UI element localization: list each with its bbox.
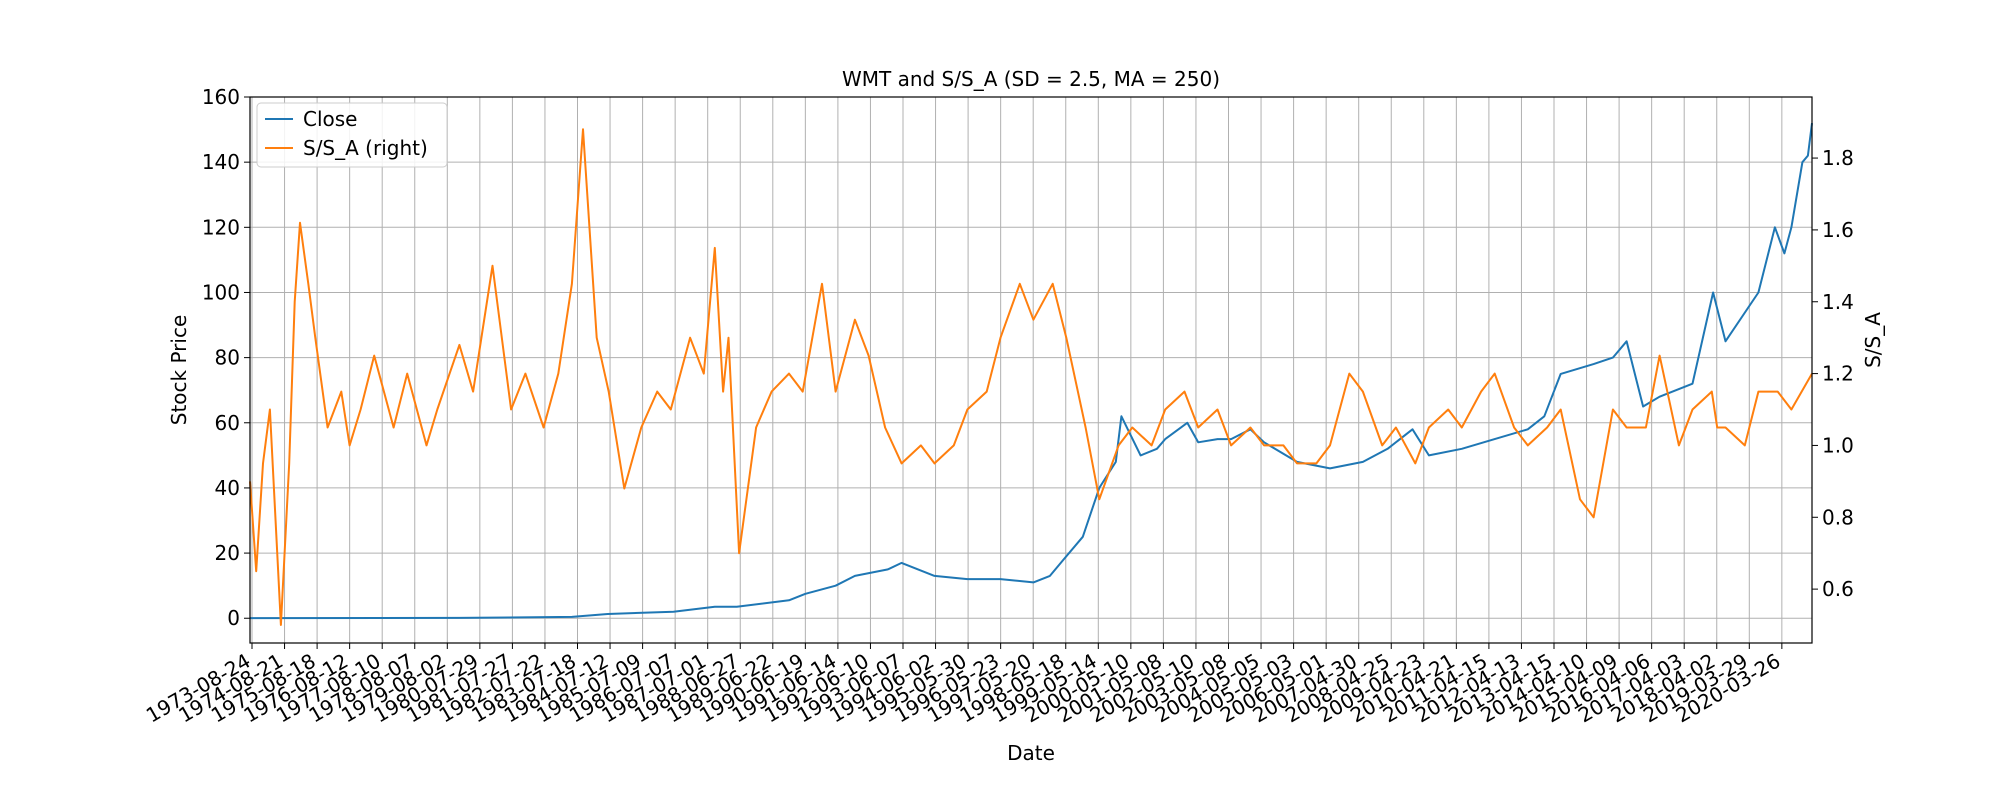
series-layer: [249, 122, 1813, 626]
y2-tick-label: 1.4: [1822, 290, 1854, 314]
y2-tick-label: 1.2: [1822, 362, 1854, 386]
y-axis-right: 0.6 0.8 1.0 1.2 1.4 1.6 1.8: [1812, 146, 1854, 601]
y-tick-label: 20: [215, 541, 240, 565]
y-axis-label: Stock Price: [167, 315, 191, 426]
x-axis: 1973-08-241974-08-211975-08-181976-08-12…: [142, 643, 1784, 727]
legend: Close S/S_A (right): [256, 102, 448, 168]
y-tick-label: 120: [202, 215, 240, 239]
legend-label-ssa: S/S_A (right): [303, 136, 428, 160]
series-line-close: [249, 122, 1813, 620]
y-tick-label: 0: [227, 606, 240, 630]
y-tick-label: 160: [202, 85, 240, 109]
y-tick-label: 140: [202, 150, 240, 174]
y2-tick-label: 0.6: [1822, 577, 1854, 601]
plot-frame: [249, 96, 1813, 644]
y-tick-label: 60: [215, 411, 240, 435]
y-axis-left: 0 20 40 60 80 100 120 140 160: [202, 85, 250, 630]
chart-title: WMT and S/S_A (SD = 2.5, MA = 250): [842, 67, 1220, 91]
y-tick-label: 40: [215, 476, 240, 500]
series-line-ssa: [249, 128, 1813, 626]
y2-tick-label: 0.8: [1822, 505, 1854, 529]
y-tick-label: 100: [202, 280, 240, 304]
x-axis-label: Date: [1007, 741, 1055, 765]
legend-box: [256, 102, 448, 168]
legend-label-close: Close: [303, 107, 357, 131]
y-tick-label: 80: [215, 346, 240, 370]
y2-tick-label: 1.0: [1822, 433, 1854, 457]
y2-tick-label: 1.8: [1822, 146, 1854, 170]
y2-tick-label: 1.6: [1822, 218, 1854, 242]
y2-axis-label: S/S_A: [1861, 312, 1885, 368]
